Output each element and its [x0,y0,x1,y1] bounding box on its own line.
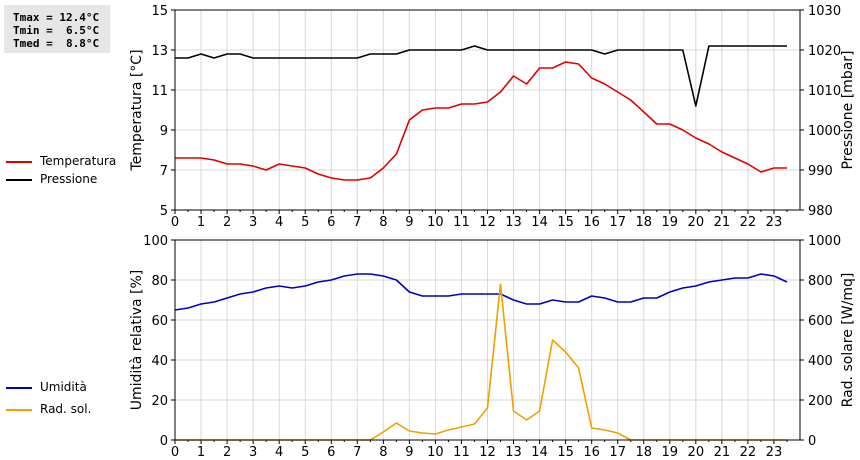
top-x-tick-label: 8 [379,215,387,230]
top-y-right-tick-label: 980 [808,204,833,219]
bottom-x-tick-label: 12 [479,445,496,460]
top-x-tick-label: 17 [609,215,626,230]
bottom-y-right-tick-label: 400 [808,354,833,369]
top-y-right-tick-label: 990 [808,164,833,179]
top-x-tick-label: 3 [249,215,257,230]
top-y-left-tick-label: 11 [151,84,168,99]
top-x-tick-label: 22 [740,215,757,230]
top-y-right-tick-label: 1020 [808,44,841,59]
bottom-x-tick-label: 8 [379,445,387,460]
bottom-x-tick-label: 17 [609,445,626,460]
bottom-x-tick-label: 23 [766,445,783,460]
top-y-right-tick-label: 1030 [808,4,841,19]
top-y-left-tick-label: 5 [160,204,168,219]
legend-swatch-temperatura [6,161,32,163]
top-x-tick-label: 23 [766,215,783,230]
bottom-y-right-tick-label: 0 [808,434,816,449]
top-x-tick-label: 4 [275,215,283,230]
top-x-tick-label: 18 [635,215,652,230]
top-y-right-tick-label: 1000 [808,124,841,139]
legend-label-rad-sol: Rad. sol. [40,402,92,416]
top-x-tick-label: 1 [197,215,205,230]
top-x-tick-label: 11 [453,215,470,230]
legend-label-pressione: Pressione [40,172,98,186]
top-x-tick-label: 7 [353,215,361,230]
top-x-tick-label: 21 [714,215,731,230]
bottom-x-tick-label: 7 [353,445,361,460]
bottom-x-tick-label: 9 [405,445,413,460]
bottom-x-tick-label: 21 [714,445,731,460]
bottom-x-tick-label: 1 [197,445,205,460]
top-y-right-tick-label: 1010 [808,84,841,99]
top-x-tick-label: 16 [583,215,600,230]
bottom-y-left-axis-title: Umidità relativa [%] [129,270,145,411]
bottom-y-right-tick-label: 200 [808,394,833,409]
bottom-x-tick-label: 3 [249,445,257,460]
bottom-y-left-tick-label: 20 [151,394,168,409]
legend-swatch-pressione [6,179,32,181]
bottom-x-tick-label: 20 [688,445,705,460]
top-plot-frame [174,9,801,211]
top-y-left-tick-label: 15 [151,4,168,19]
bottom-y-right-axis-title: Rad. solare [W/mq] [840,273,856,408]
bottom-x-tick-label: 6 [327,445,335,460]
bottom-series-umidit-line [174,273,788,311]
bottom-x-tick-label: 10 [427,445,444,460]
top-y-right-axis-title: Pressione [mbar] [840,50,856,169]
bottom-x-tick-label: 16 [583,445,600,460]
bottom-x-tick-label: 4 [275,445,283,460]
bottom-x-tick-label: 22 [740,445,757,460]
top-y-left-tick-label: 9 [160,124,168,139]
tmed-stat: Tmed = 8.8°C [13,37,100,50]
bottom-y-left-tick-label: 80 [151,274,168,289]
top-x-tick-label: 12 [479,215,496,230]
bottom-y-left-tick-label: 60 [151,314,168,329]
bottom-x-tick-label: 14 [531,445,548,460]
tmin-stat: Tmin = 6.5°C [13,24,100,37]
top-x-tick-label: 5 [301,215,309,230]
bottom-y-right-tick-label: 800 [808,274,833,289]
top-series-temperatura-line [175,61,787,181]
bottom-x-tick-label: 19 [662,445,679,460]
legend-swatch-umidita [6,387,32,389]
bottom-x-tick-label: 13 [505,445,522,460]
bottom-y-right-tick-label: 600 [808,314,833,329]
bottom-plot-frame [174,239,801,441]
top-x-tick-label: 2 [223,215,231,230]
bottom-y-left-tick-label: 100 [143,234,168,249]
top-x-tick-label: 13 [505,215,522,230]
top-series-pressione-line [175,45,787,107]
bottom-y-left-tick-label: 40 [151,354,168,369]
stats-box: Tmax = 12.4°C Tmin = 6.5°C Tmed = 8.8°C [4,5,110,53]
bottom-x-tick-label: 15 [557,445,574,460]
bottom-x-tick-label: 0 [171,445,179,460]
bottom-y-left-tick-label: 0 [160,434,168,449]
top-x-tick-label: 19 [662,215,679,230]
tmax-stat: Tmax = 12.4°C [13,11,100,24]
top-x-tick-label: 6 [327,215,335,230]
bottom-x-tick-label: 5 [301,445,309,460]
top-x-tick-label: 14 [531,215,548,230]
bottom-x-tick-label: 2 [223,445,231,460]
top-y-left-tick-label: 13 [151,44,168,59]
bottom-x-tick-label: 11 [453,445,470,460]
legend-label-temperatura: Temperatura [40,154,117,168]
top-x-tick-label: 9 [405,215,413,230]
bottom-y-right-tick-label: 1000 [808,234,841,249]
top-y-left-tick-label: 7 [160,164,168,179]
legend-label-umidita: Umidità [40,380,87,394]
top-x-tick-label: 20 [688,215,705,230]
top-x-tick-label: 15 [557,215,574,230]
top-x-tick-label: 10 [427,215,444,230]
legend-swatch-rad-sol [6,409,32,411]
top-x-tick-label: 0 [171,215,179,230]
bottom-x-tick-label: 18 [635,445,652,460]
top-y-left-axis-title: Temperatura [°C] [129,49,145,171]
